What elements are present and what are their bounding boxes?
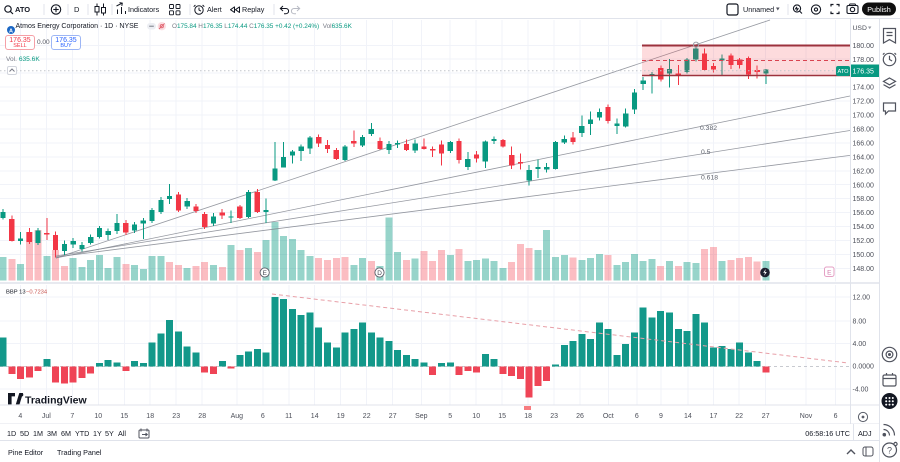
- svg-text:178.00: 178.00: [853, 57, 875, 64]
- svg-text:164.00: 164.00: [853, 154, 875, 161]
- svg-text:Sep: Sep: [415, 413, 428, 420]
- svg-text:11: 11: [285, 413, 292, 420]
- svg-text:0.0000: 0.0000: [853, 364, 875, 371]
- svg-text:6: 6: [635, 413, 639, 420]
- svg-text:BBP 13: BBP 13: [6, 290, 26, 296]
- svg-text:170.00: 170.00: [853, 113, 875, 120]
- svg-text:14: 14: [311, 413, 319, 420]
- svg-text:4.00: 4.00: [853, 341, 867, 348]
- svg-text:9: 9: [659, 413, 663, 420]
- svg-text:28: 28: [198, 413, 206, 420]
- svg-text:172.00: 172.00: [853, 99, 875, 106]
- svg-text:E: E: [263, 270, 267, 277]
- svg-text:10: 10: [94, 413, 102, 420]
- svg-text:176.35: 176.35: [853, 69, 875, 76]
- svg-text:22: 22: [363, 413, 371, 420]
- svg-text:18: 18: [146, 413, 154, 420]
- svg-text:ATO: ATO: [15, 5, 30, 14]
- svg-text:Publish: Publish: [867, 5, 891, 14]
- svg-text:D: D: [377, 270, 382, 277]
- svg-text:15: 15: [120, 413, 128, 420]
- svg-text:-4.00: -4.00: [853, 387, 869, 394]
- svg-text:6: 6: [261, 413, 265, 420]
- svg-text:166.00: 166.00: [853, 141, 875, 148]
- svg-text:22: 22: [735, 413, 743, 420]
- svg-text:27: 27: [762, 413, 770, 420]
- svg-text:Oct: Oct: [603, 413, 614, 420]
- svg-text:168.00: 168.00: [853, 127, 875, 134]
- svg-text:26: 26: [576, 413, 584, 420]
- svg-text:Jul: Jul: [42, 413, 51, 420]
- svg-text:4: 4: [18, 413, 22, 420]
- svg-text:8.00: 8.00: [853, 319, 867, 326]
- svg-text:6: 6: [834, 413, 838, 420]
- svg-text:A: A: [9, 29, 13, 35]
- svg-text:150.00: 150.00: [853, 252, 875, 259]
- svg-text:156.00: 156.00: [853, 210, 875, 217]
- svg-text:Unnamed: Unnamed: [743, 5, 774, 14]
- svg-text:7: 7: [70, 413, 74, 420]
- svg-text:18: 18: [524, 413, 532, 420]
- svg-text:158.00: 158.00: [853, 196, 875, 203]
- svg-text:15: 15: [498, 413, 506, 420]
- svg-text:148.00: 148.00: [853, 266, 875, 273]
- svg-text:19: 19: [337, 413, 345, 420]
- svg-text:Nov: Nov: [800, 413, 813, 420]
- svg-text:0.5: 0.5: [701, 149, 711, 156]
- svg-text:ATO: ATO: [838, 69, 850, 75]
- svg-text:180.00: 180.00: [853, 43, 875, 50]
- svg-text:5: 5: [448, 413, 452, 420]
- svg-text:TradingView: TradingView: [25, 395, 87, 407]
- svg-text:23: 23: [172, 413, 180, 420]
- svg-text:27: 27: [389, 413, 397, 420]
- svg-text:Indicators: Indicators: [128, 5, 160, 14]
- svg-text:152.00: 152.00: [853, 238, 875, 245]
- svg-text:23: 23: [550, 413, 558, 420]
- svg-text:E: E: [827, 269, 832, 276]
- svg-text:Alert: Alert: [207, 5, 222, 14]
- svg-text:D: D: [74, 5, 80, 14]
- svg-text:10: 10: [472, 413, 480, 420]
- svg-text:0.382: 0.382: [700, 125, 717, 132]
- svg-text:17: 17: [710, 413, 718, 420]
- svg-text:162.00: 162.00: [853, 168, 875, 175]
- svg-text:Aug: Aug: [231, 413, 244, 420]
- svg-text:Replay: Replay: [242, 5, 265, 14]
- svg-text:USD: USD: [853, 25, 867, 32]
- svg-text:14: 14: [684, 413, 692, 420]
- svg-text:160.00: 160.00: [853, 182, 875, 189]
- svg-text:12.00: 12.00: [853, 295, 871, 302]
- svg-text:−0.7234: −0.7234: [26, 290, 48, 296]
- svg-text:154.00: 154.00: [853, 224, 875, 231]
- svg-text:0.618: 0.618: [701, 175, 718, 182]
- svg-text:?: ?: [887, 446, 892, 456]
- svg-text:174.00: 174.00: [853, 85, 875, 92]
